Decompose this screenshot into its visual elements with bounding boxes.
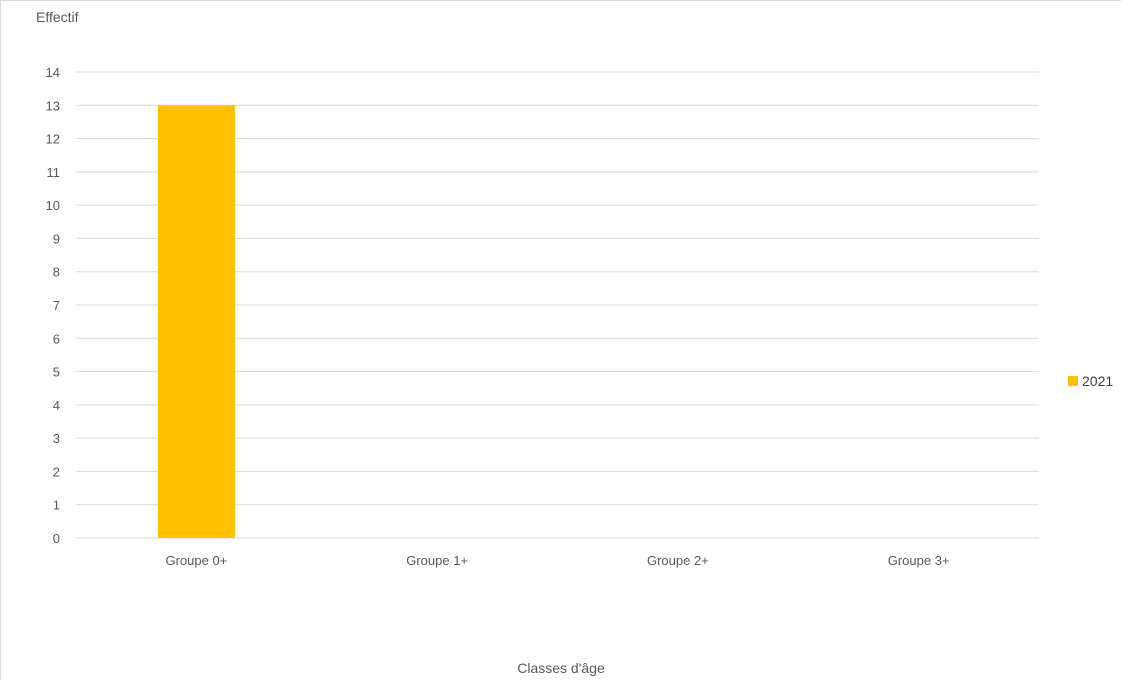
y-tick-label: 3	[53, 431, 60, 446]
y-tick-label: 9	[53, 231, 60, 246]
y-tick-label: 7	[53, 298, 60, 313]
legend: 2021	[1068, 373, 1113, 389]
y-tick-label: 10	[46, 198, 60, 213]
y-tick-label: 13	[46, 98, 60, 113]
legend-label-2021: 2021	[1082, 373, 1114, 389]
y-tick-label: 5	[53, 365, 60, 380]
x-tick-labels: Groupe 0+ Groupe 1+ Groupe 2+ Groupe 3+	[165, 553, 949, 568]
x-tick-label: Groupe 0+	[165, 553, 227, 568]
y-axis-title: Effectif	[36, 9, 79, 25]
bars	[157, 105, 235, 539]
y-tick-label: 2	[53, 464, 60, 479]
y-tick-label: 14	[46, 65, 60, 80]
x-tick-label: Groupe 2+	[647, 553, 709, 568]
y-tick-label: 1	[53, 498, 60, 513]
x-axis-title: Classes d'âge	[517, 660, 605, 676]
y-tick-label: 0	[53, 531, 60, 546]
x-tick-label: Groupe 1+	[406, 553, 468, 568]
y-tick-label: 12	[46, 132, 60, 147]
y-tick-label: 6	[53, 331, 60, 346]
gridlines	[76, 71, 1039, 539]
y-tick-label: 11	[47, 165, 61, 180]
legend-swatch-2021	[1068, 376, 1078, 386]
bar-groupe-0-	[157, 105, 235, 539]
y-tick-label: 8	[53, 265, 60, 280]
x-tick-label: Groupe 3+	[888, 553, 950, 568]
y-tick-label: 4	[53, 398, 60, 413]
